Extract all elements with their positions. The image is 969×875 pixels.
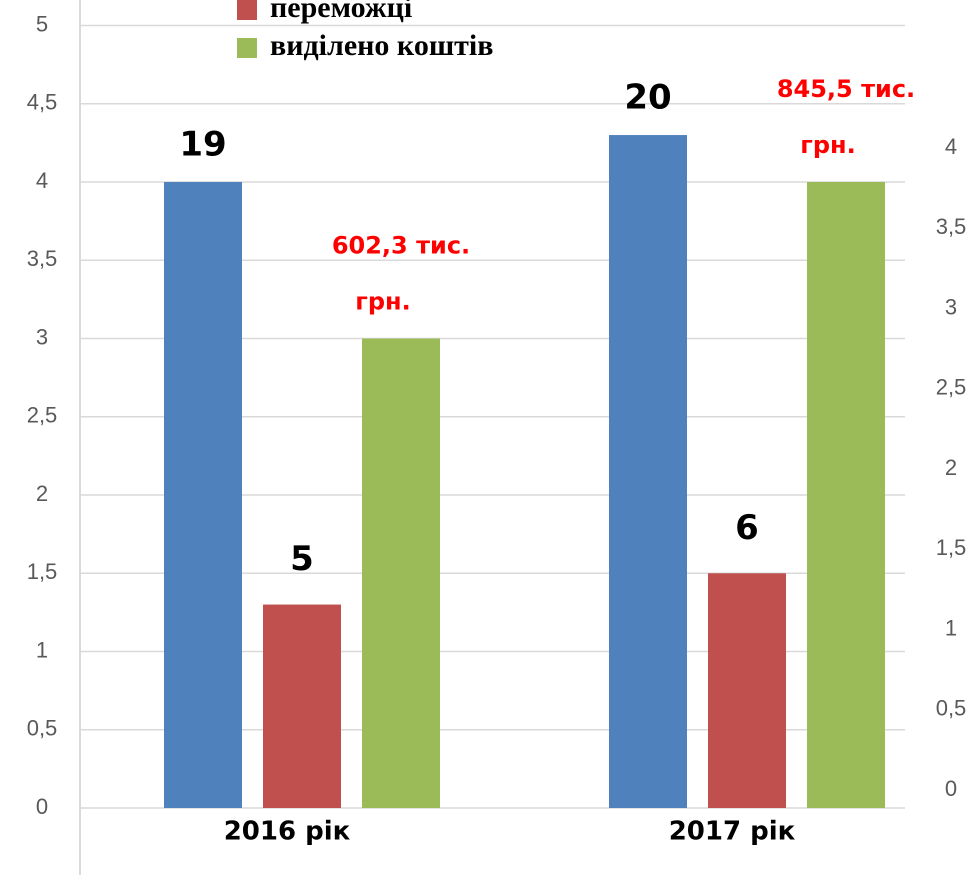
y2-tick-label: 4 <box>945 134 957 159</box>
y-tick-label: 2 <box>36 481 48 506</box>
legend-label: виділено коштів <box>270 29 493 62</box>
y-tick-label: 3 <box>36 324 48 349</box>
y-tick-label: 4 <box>36 168 48 193</box>
y-tick-label: 0,5 <box>27 716 58 741</box>
x-tick-label: 2016 рік <box>224 817 351 847</box>
data-label: 19 <box>179 125 226 165</box>
y-tick-label: 1,5 <box>27 559 58 584</box>
y2-tick-label: 2 <box>945 455 957 480</box>
bar <box>164 182 242 808</box>
legend-swatch <box>237 38 257 58</box>
y2-tick-label: 3,5 <box>936 214 967 239</box>
bar <box>807 182 885 808</box>
data-label: 845,5 тис. <box>777 75 915 103</box>
bar <box>708 573 786 808</box>
y2-tick-label: 2,5 <box>936 375 967 400</box>
y-tick-label: 4,5 <box>27 90 58 115</box>
y-tick-label: 3,5 <box>27 246 58 271</box>
y-tick-label: 2,5 <box>27 403 58 428</box>
bar <box>263 604 341 808</box>
data-label: 602,3 тис. <box>332 232 470 260</box>
data-label: 20 <box>624 78 671 118</box>
bar <box>609 135 687 809</box>
y-tick-label: 0 <box>36 794 48 819</box>
data-label: 6 <box>735 508 759 548</box>
y2-tick-label: 0 <box>945 776 957 801</box>
y-tick-label: 1 <box>36 637 48 662</box>
y-tick-label: 5 <box>36 11 48 36</box>
legend-label: переможці <box>270 0 412 24</box>
y2-tick-label: 1,5 <box>936 535 967 560</box>
x-tick-label: 2017 рік <box>669 817 796 847</box>
y2-tick-label: 0,5 <box>936 696 967 721</box>
bar <box>362 338 440 808</box>
data-label: 5 <box>290 539 314 579</box>
data-label: грн. <box>355 288 410 316</box>
y2-tick-label: 1 <box>945 615 957 640</box>
legend-swatch <box>237 0 257 20</box>
y2-tick-label: 3 <box>945 294 957 319</box>
data-label: грн. <box>800 131 855 159</box>
